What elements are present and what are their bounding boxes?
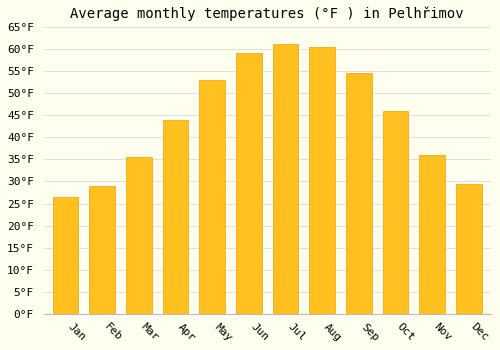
- Bar: [236, 53, 262, 314]
- Bar: [420, 155, 445, 314]
- Bar: [53, 197, 78, 314]
- Bar: [200, 80, 225, 314]
- Bar: [272, 44, 298, 314]
- Title: Average monthly temperatures (°F ) in Pelhřimov: Average monthly temperatures (°F ) in Pe…: [70, 7, 464, 21]
- Bar: [346, 73, 372, 314]
- Bar: [310, 47, 335, 314]
- Bar: [456, 184, 481, 314]
- Bar: [90, 186, 115, 314]
- Bar: [382, 111, 408, 314]
- Bar: [126, 157, 152, 314]
- Bar: [163, 120, 188, 314]
